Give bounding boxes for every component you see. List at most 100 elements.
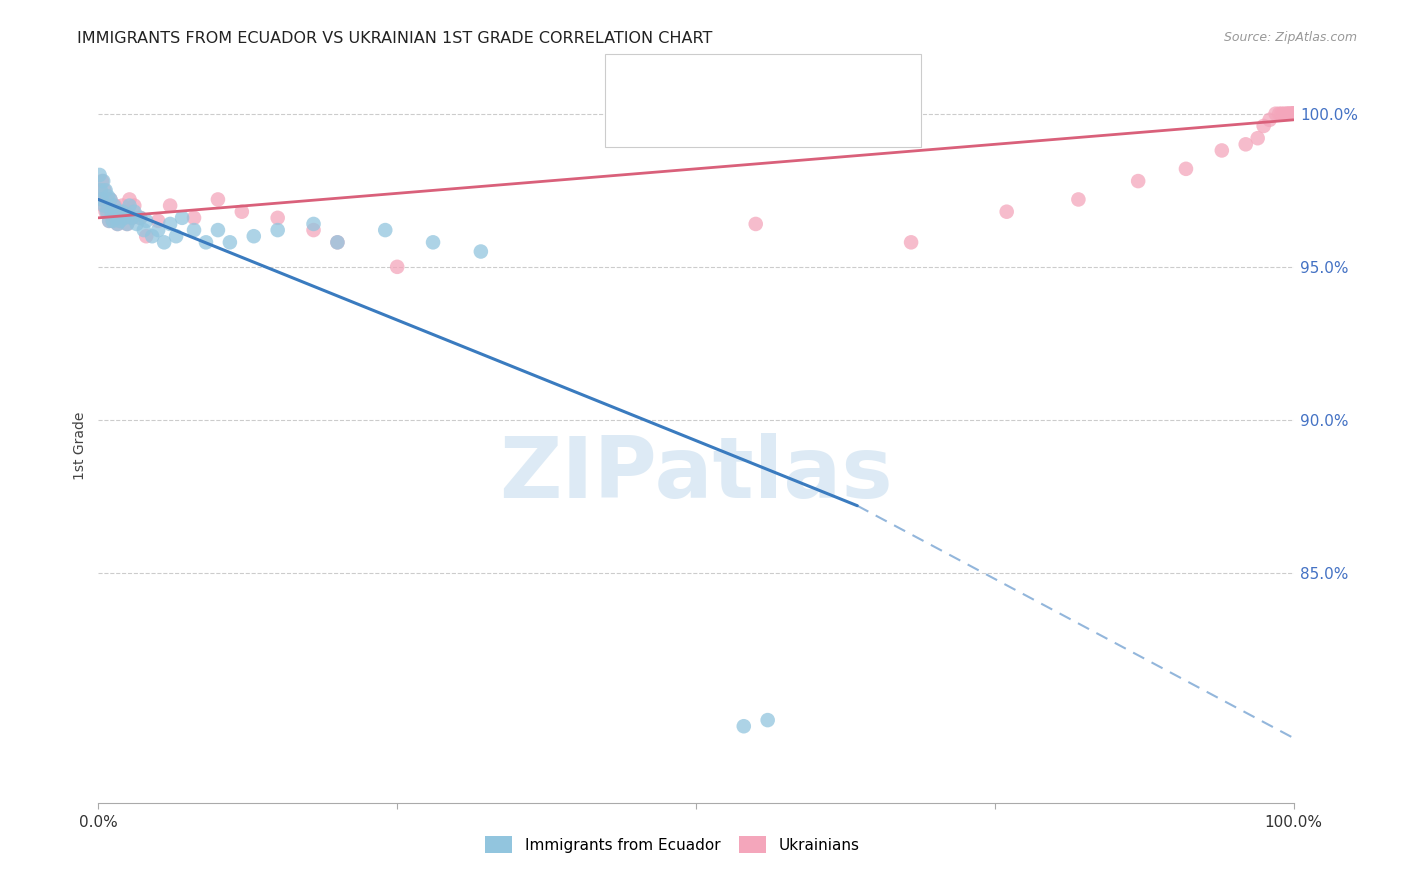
- Point: [1271, 106, 1294, 120]
- Point: [302, 223, 325, 237]
- Point: [183, 211, 205, 225]
- Point: [326, 235, 349, 250]
- Point: [172, 211, 194, 225]
- Point: [107, 204, 129, 219]
- Y-axis label: 1st Grade: 1st Grade: [73, 412, 87, 480]
- Point: [91, 174, 114, 188]
- Point: [108, 214, 131, 228]
- Point: [103, 204, 125, 219]
- Point: [1278, 106, 1301, 120]
- Point: [148, 214, 170, 228]
- Point: [1281, 106, 1303, 120]
- Point: [98, 214, 121, 228]
- Point: [183, 223, 205, 237]
- Point: [231, 204, 253, 219]
- Point: [94, 183, 117, 197]
- Point: [1282, 106, 1305, 120]
- Point: [219, 235, 242, 250]
- Point: [195, 235, 218, 250]
- Point: [107, 217, 129, 231]
- Text: ZIPatlas: ZIPatlas: [499, 433, 893, 516]
- Point: [1175, 161, 1198, 176]
- Point: [100, 204, 122, 219]
- Text: ■: ■: [626, 112, 643, 130]
- Point: [118, 193, 141, 207]
- Point: [104, 198, 127, 212]
- Point: [302, 217, 325, 231]
- Point: [90, 183, 112, 197]
- Point: [107, 217, 129, 231]
- Point: [1253, 119, 1275, 133]
- Text: R = -0.654: R = -0.654: [654, 73, 749, 88]
- Point: [108, 214, 131, 228]
- Point: [135, 214, 157, 228]
- Point: [107, 204, 129, 219]
- Point: [1247, 131, 1270, 145]
- Point: [1282, 106, 1305, 120]
- Point: [374, 223, 396, 237]
- Point: [422, 235, 444, 250]
- Point: [132, 223, 155, 237]
- Point: [385, 260, 409, 274]
- Point: [1067, 193, 1090, 207]
- Point: [114, 211, 136, 225]
- Point: [1268, 106, 1291, 120]
- Point: [104, 204, 127, 219]
- Point: [89, 168, 111, 182]
- Point: [1281, 106, 1303, 120]
- Point: [100, 204, 122, 219]
- Text: R =  0.447: R = 0.447: [654, 112, 749, 128]
- Point: [125, 217, 148, 231]
- Point: [745, 217, 768, 231]
- Text: IMMIGRANTS FROM ECUADOR VS UKRAINIAN 1ST GRADE CORRELATION CHART: IMMIGRANTS FROM ECUADOR VS UKRAINIAN 1ST…: [77, 31, 713, 46]
- Point: [101, 214, 124, 228]
- Text: N = 62: N = 62: [820, 112, 877, 128]
- Point: [135, 229, 157, 244]
- Point: [129, 211, 152, 225]
- Point: [115, 217, 138, 231]
- Point: [98, 193, 122, 207]
- Point: [97, 189, 120, 203]
- Point: [1275, 106, 1298, 120]
- Point: [1282, 106, 1305, 120]
- Point: [97, 204, 120, 219]
- Point: [141, 229, 163, 244]
- Point: [207, 193, 229, 207]
- Point: [1264, 106, 1286, 120]
- Point: [103, 198, 125, 212]
- Point: [93, 198, 115, 212]
- Point: [1258, 112, 1281, 127]
- Point: [111, 204, 134, 219]
- Point: [118, 198, 141, 212]
- Point: [267, 223, 290, 237]
- Point: [101, 214, 124, 228]
- Point: [267, 211, 290, 225]
- Point: [470, 244, 492, 259]
- Point: [96, 193, 118, 207]
- Legend: Immigrants from Ecuador, Ukrainians: Immigrants from Ecuador, Ukrainians: [479, 830, 865, 859]
- Point: [900, 235, 922, 250]
- Point: [98, 214, 121, 228]
- Point: [121, 211, 143, 225]
- Point: [89, 183, 111, 197]
- Point: [96, 204, 118, 219]
- Point: [733, 719, 755, 733]
- Point: [115, 217, 138, 231]
- Point: [121, 211, 143, 225]
- Point: [243, 229, 266, 244]
- Point: [90, 193, 112, 207]
- Point: [98, 193, 122, 207]
- Point: [124, 204, 146, 219]
- Point: [1279, 106, 1302, 120]
- Point: [124, 198, 146, 212]
- Point: [159, 217, 181, 231]
- Point: [1128, 174, 1150, 188]
- Point: [159, 198, 181, 212]
- Point: [1277, 106, 1299, 120]
- Text: ■: ■: [626, 73, 643, 91]
- Point: [1272, 106, 1295, 120]
- Point: [165, 229, 187, 244]
- Point: [111, 198, 134, 212]
- Point: [1211, 144, 1233, 158]
- Point: [1282, 106, 1305, 120]
